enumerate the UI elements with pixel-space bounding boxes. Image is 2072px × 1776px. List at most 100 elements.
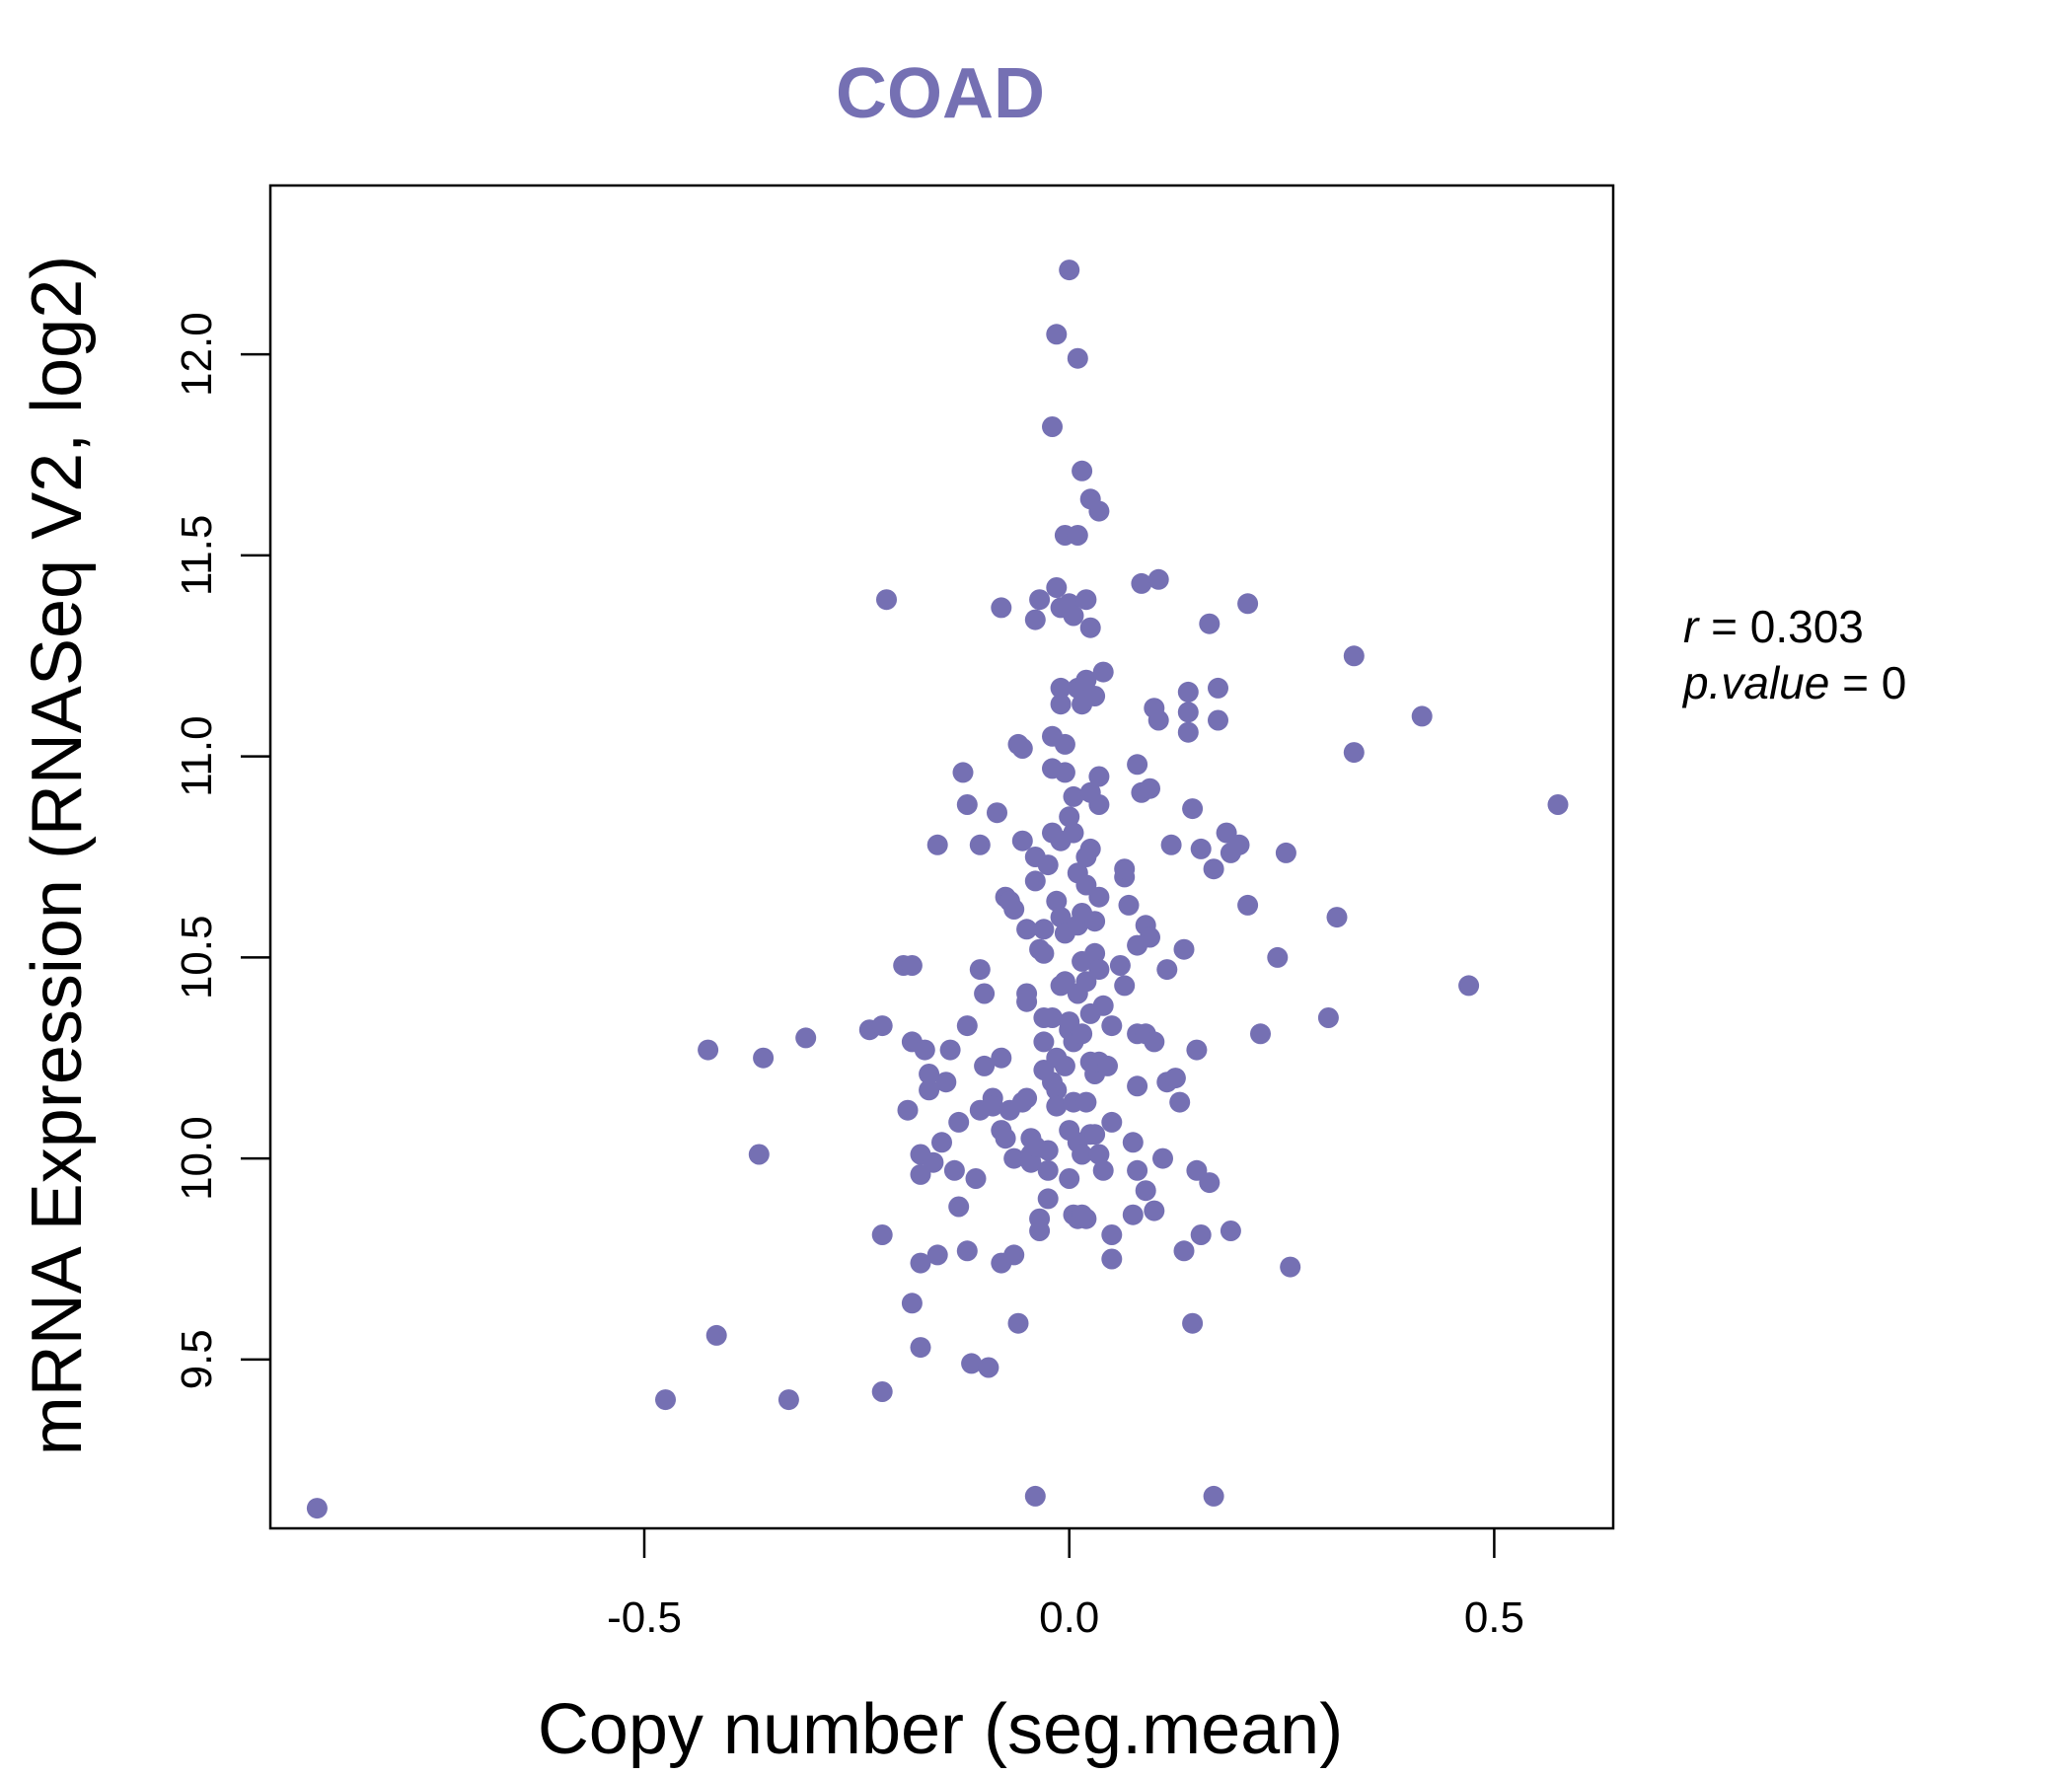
data-point xyxy=(1024,609,1046,630)
data-point xyxy=(1127,1159,1148,1181)
data-point xyxy=(777,1389,799,1411)
data-point xyxy=(1033,919,1055,940)
data-point xyxy=(1088,1144,1110,1165)
plot-frame xyxy=(268,184,1615,1530)
data-point xyxy=(1003,1244,1025,1266)
data-point xyxy=(1088,766,1110,787)
data-point xyxy=(974,983,996,1004)
data-point xyxy=(1059,806,1080,828)
data-point xyxy=(978,1357,999,1378)
p-value: 0 xyxy=(1882,657,1907,708)
data-point xyxy=(901,1293,923,1314)
data-point xyxy=(1007,1312,1029,1334)
data-point xyxy=(1054,762,1075,783)
data-point xyxy=(1046,890,1068,912)
x-tick-label: 0.5 xyxy=(1464,1593,1524,1642)
data-point xyxy=(1177,702,1199,723)
data-point xyxy=(1097,1055,1118,1076)
data-point xyxy=(1114,975,1136,997)
data-point xyxy=(1084,686,1106,706)
data-point xyxy=(1072,460,1093,481)
data-point xyxy=(1037,1188,1059,1210)
data-point xyxy=(1203,1485,1224,1507)
data-point xyxy=(910,1337,931,1359)
data-point xyxy=(1059,1168,1080,1189)
data-point xyxy=(1127,1075,1148,1097)
data-point xyxy=(926,1244,948,1266)
data-point xyxy=(871,1224,893,1245)
data-point xyxy=(1173,1240,1195,1262)
data-point xyxy=(956,1240,978,1262)
data-point xyxy=(1160,834,1182,855)
data-point xyxy=(1173,938,1195,960)
data-point xyxy=(931,1132,952,1153)
data-point xyxy=(1118,894,1140,916)
data-point xyxy=(1152,1147,1173,1169)
data-point xyxy=(1280,1256,1301,1278)
data-point xyxy=(705,1324,727,1346)
data-point xyxy=(969,834,991,855)
data-point xyxy=(1190,838,1212,859)
data-point xyxy=(1033,1031,1055,1053)
data-point xyxy=(1140,777,1160,799)
data-point xyxy=(1037,1140,1059,1161)
data-point xyxy=(1079,617,1101,638)
data-point xyxy=(1135,1180,1156,1202)
data-point xyxy=(1024,870,1046,892)
data-point xyxy=(926,834,948,855)
data-point xyxy=(1084,911,1106,932)
data-point xyxy=(1075,1091,1097,1113)
data-point xyxy=(1101,1111,1123,1133)
data-point xyxy=(1220,1221,1241,1241)
data-point xyxy=(1059,259,1080,281)
data-point xyxy=(1016,991,1038,1012)
data-point xyxy=(698,1039,719,1061)
data-point xyxy=(1182,1312,1204,1334)
data-point xyxy=(1046,1095,1068,1117)
data-point xyxy=(1144,1031,1165,1053)
data-point xyxy=(1063,785,1084,807)
data-point xyxy=(1092,661,1114,683)
data-point xyxy=(1037,1159,1059,1181)
data-point xyxy=(876,589,897,611)
data-point xyxy=(1046,324,1068,345)
data-point xyxy=(1109,955,1131,976)
data-point xyxy=(982,1095,1003,1117)
data-point xyxy=(1020,1151,1042,1173)
data-point xyxy=(795,1027,817,1049)
data-point xyxy=(1326,907,1348,928)
data-point xyxy=(1190,1224,1212,1245)
data-point xyxy=(1075,669,1097,691)
data-point xyxy=(1075,589,1097,611)
data-point xyxy=(1088,886,1110,908)
data-point xyxy=(1250,1023,1271,1045)
data-point xyxy=(1156,959,1178,981)
data-point xyxy=(1088,794,1110,815)
data-point xyxy=(948,1111,970,1133)
data-point xyxy=(1046,577,1068,598)
r-label: r xyxy=(1683,601,1700,652)
data-point xyxy=(919,1064,940,1084)
data-point xyxy=(1042,416,1063,437)
data-point xyxy=(1101,1248,1123,1270)
data-point xyxy=(1054,733,1075,755)
data-point xyxy=(655,1389,676,1411)
data-point xyxy=(1177,681,1199,703)
data-point xyxy=(961,1353,983,1374)
data-point xyxy=(1011,738,1033,759)
data-point xyxy=(1037,854,1059,876)
data-point xyxy=(919,1079,940,1101)
data-point xyxy=(1317,1007,1339,1028)
data-point xyxy=(1164,1068,1186,1089)
data-point xyxy=(1029,589,1051,611)
data-point xyxy=(1067,347,1088,369)
data-point xyxy=(1122,1204,1144,1225)
data-point xyxy=(1063,605,1084,627)
data-point xyxy=(1177,721,1199,743)
data-point xyxy=(748,1144,770,1165)
data-point xyxy=(914,1039,935,1061)
data-point xyxy=(939,1039,961,1061)
data-point xyxy=(1088,959,1110,981)
y-axis: 9.5 10.0 10.5 11.0 11.5 12.0 xyxy=(173,312,270,1389)
data-point xyxy=(1011,830,1033,851)
